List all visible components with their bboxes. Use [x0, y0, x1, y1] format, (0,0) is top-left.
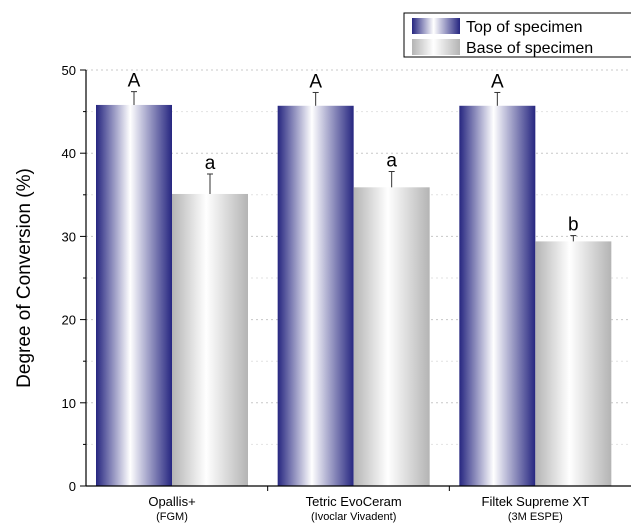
x-tick-label: Filtek Supreme XT — [482, 494, 590, 509]
significance-letter: A — [309, 71, 322, 92]
bar — [353, 187, 430, 486]
y-axis-label: Degree of Conversion (%) — [14, 168, 35, 388]
significance-letter: a — [205, 153, 216, 174]
legend: Top of specimen Base of specimen — [403, 12, 631, 58]
y-tick-label: 0 — [69, 479, 76, 494]
legend-label: Base of specimen — [466, 40, 593, 57]
x-tick-sublabel: (Ivoclar Vivadent) — [311, 511, 396, 523]
legend-label: Top of specimen — [466, 19, 583, 36]
significance-letter: A — [491, 71, 504, 92]
bars: Aa Aa Ab — [96, 71, 612, 486]
y-tick-label: 50 — [62, 63, 76, 78]
legend-swatch — [412, 39, 460, 55]
significance-letter: a — [386, 151, 397, 172]
significance-letter: A — [128, 71, 141, 92]
bar — [277, 105, 354, 486]
axes: Opallis+ (FGM) Tetric EvoCeram (Ivoclar Viv… — [62, 63, 631, 523]
bar — [172, 193, 248, 486]
bar — [535, 241, 612, 486]
y-tick-label: 30 — [62, 229, 76, 244]
bar — [459, 105, 536, 486]
y-tick-label: 20 — [62, 313, 76, 328]
x-tick-label: Opallis+ — [148, 494, 195, 509]
y-tick-label: 40 — [62, 146, 76, 161]
y-tick-label: 10 — [62, 396, 76, 411]
x-tick-label: Tetric EvoCeram — [306, 494, 402, 509]
significance-letter: b — [568, 215, 579, 236]
x-tick-sublabel: (3M ESPE) — [508, 511, 563, 523]
bar — [96, 104, 172, 486]
legend-swatch — [412, 18, 460, 34]
x-tick-sublabel: (FGM) — [156, 511, 188, 523]
